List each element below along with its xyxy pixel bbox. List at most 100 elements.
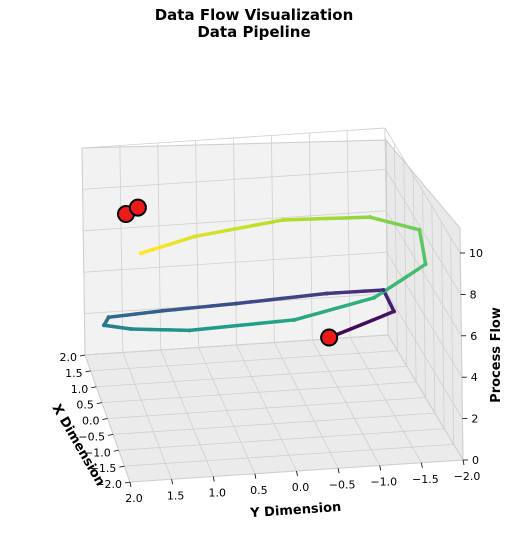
x-tick-label: −0.5 [78, 430, 105, 443]
y-ticks: 2.0 1.5 1.0 0.5 0.0 −0.5 −1.0 −1.5 −2.0 [125, 459, 481, 505]
curve-segment [209, 303, 226, 308]
curve-segment [305, 310, 323, 318]
curve-segment [349, 322, 364, 331]
floor-grid-line-y [349, 337, 422, 463]
curve-segment [319, 307, 337, 315]
wall-grid-line-y [308, 132, 313, 341]
curve-point [324, 291, 329, 296]
wall-grid-line-x [393, 143, 398, 351]
x-tick-mark [124, 481, 131, 484]
wall-grid-line-y [195, 140, 200, 348]
markers [116, 198, 339, 347]
y-tick-mark [171, 479, 174, 485]
y-tick-label: −1.5 [412, 473, 439, 486]
curve-point [292, 317, 297, 322]
z-tick-label: 10 [469, 247, 483, 260]
y-tick-mark [296, 470, 298, 477]
x-tick-mark [85, 370, 91, 373]
curve-point [392, 309, 396, 314]
wall-grid-line-y [81, 147, 86, 356]
y-tick-label: −0.5 [329, 478, 356, 491]
curve-segment [292, 314, 310, 322]
curve-segment [239, 321, 261, 327]
x-tick-mark [96, 402, 102, 405]
wall-grid-line-x [450, 237, 455, 445]
curve-segment [294, 293, 314, 299]
grid [81, 127, 464, 483]
x-tick-label: 0.0 [82, 415, 100, 428]
curve-segment [370, 314, 386, 322]
wall-grid-line-z [83, 251, 387, 273]
curve-segment [252, 220, 271, 228]
curve-segment [345, 299, 363, 307]
curve-segment [279, 295, 299, 301]
x-ticks: 2.0 1.5 1.0 0.5 0.0 −0.5 −1.0 −1.5 −2.0 [60, 351, 131, 491]
wall-grid-line-z2 [387, 334, 464, 461]
x-tick-mark [119, 465, 125, 468]
wall-grid-line-y [270, 135, 275, 343]
curve-segment [197, 304, 214, 309]
y-tick-label: 0.5 [250, 484, 268, 497]
curve-segment [193, 231, 212, 239]
curve-point [368, 215, 372, 220]
curve-segment [222, 323, 244, 329]
wall-grid-line-x [403, 159, 408, 367]
curve-point [160, 308, 165, 313]
y-tick-label: −2.0 [454, 470, 481, 483]
curve-segment [257, 319, 279, 326]
y-tick-mark [420, 462, 423, 468]
x-tick-label: −1.5 [90, 462, 117, 475]
marker-point [128, 198, 147, 217]
curve-segment [359, 296, 376, 304]
x-tick-mark [108, 433, 114, 436]
y-tick-mark [337, 468, 340, 474]
floor-grid-line-y [198, 347, 256, 474]
y-tick-label: 1.5 [167, 489, 185, 502]
wall-grid-line-z [81, 127, 386, 149]
wall-grid-line-x [440, 221, 445, 429]
y-tick-mark [129, 481, 132, 488]
curve-segment [266, 218, 286, 225]
curve-segment [234, 300, 253, 306]
curve-point [417, 227, 422, 232]
y-tick-label: 2.0 [125, 492, 143, 505]
chart-title: Data Flow Visualization [155, 6, 354, 24]
curve-point [423, 262, 428, 267]
wall-grid-line-z [82, 169, 386, 190]
curve-point [233, 301, 238, 306]
wall-grid-line-z2 [385, 210, 462, 337]
curve-segment [332, 303, 350, 311]
x-tick-label: 1.5 [65, 367, 83, 380]
wall-grid-line-y [233, 137, 237, 346]
curve-point [281, 217, 286, 222]
wall-grid-line-x [459, 252, 464, 461]
y-tick-mark [212, 476, 215, 482]
y-tick-label: 0.0 [292, 481, 310, 494]
curve-segment [274, 318, 297, 324]
z-ticks: 0 2 4 6 8 10 [460, 247, 483, 467]
curve-segment [160, 307, 177, 313]
data-curve [101, 215, 428, 340]
floor-grid-line-y [274, 342, 339, 469]
curve-segment [207, 229, 227, 236]
curve-point [106, 315, 111, 320]
x-tick-mark [91, 386, 97, 389]
curve-point [187, 328, 192, 333]
y-tick-label: −1.0 [370, 476, 397, 489]
curve-segment [264, 296, 284, 302]
wall-grid-line-x [422, 190, 426, 398]
x-tick-mark [113, 449, 119, 452]
x-tick-mark [102, 418, 108, 420]
curve-point [138, 251, 143, 256]
z-tick-label: 6 [470, 330, 477, 343]
chart-subtitle: Data Pipeline [197, 23, 310, 41]
curve-point [192, 234, 197, 239]
z-tick-label: 0 [472, 454, 479, 467]
curve-point [129, 326, 134, 331]
curve-segment [237, 223, 256, 230]
floor-grid-line-y [236, 344, 297, 472]
floor-grid-line-y [122, 352, 172, 480]
curve-point [101, 323, 106, 328]
x-tick-label: 2.0 [60, 351, 78, 364]
